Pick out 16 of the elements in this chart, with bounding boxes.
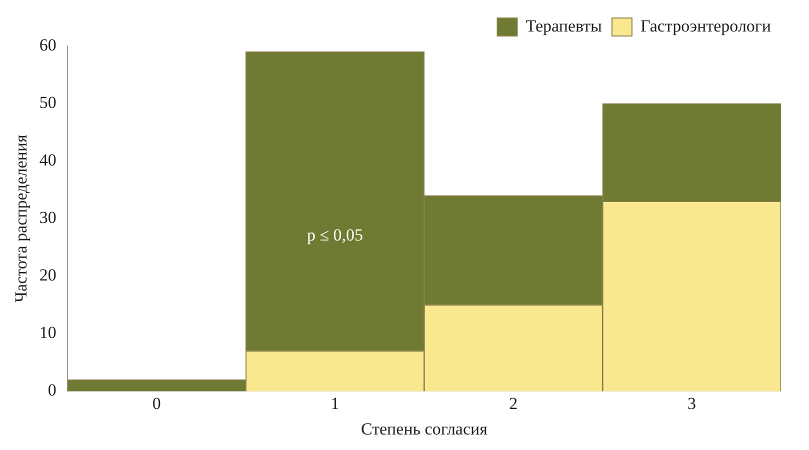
legend-label: Гастроэнтерологи	[640, 16, 772, 36]
y-tick-label: 20	[39, 266, 56, 285]
y-tick-label: 60	[39, 35, 56, 54]
x-tick-label: 3	[688, 394, 696, 413]
x-axis-title: Степень согласия	[360, 419, 488, 438]
x-tick-label: 2	[509, 394, 518, 413]
y-axis-title: Частота распределения	[12, 134, 31, 303]
x-tick-label: 1	[330, 394, 340, 413]
y-tick-label: 40	[39, 150, 56, 170]
x-tick-label: 0	[152, 394, 161, 413]
legend-label: Терапевты	[526, 16, 603, 36]
y-tick-label: 30	[39, 208, 56, 228]
y-tick-label: 10	[39, 323, 56, 342]
annotation: p ≤ 0,05	[306, 225, 364, 244]
y-tick-label: 0	[48, 380, 56, 400]
y-tick-label: 50	[39, 93, 56, 112]
